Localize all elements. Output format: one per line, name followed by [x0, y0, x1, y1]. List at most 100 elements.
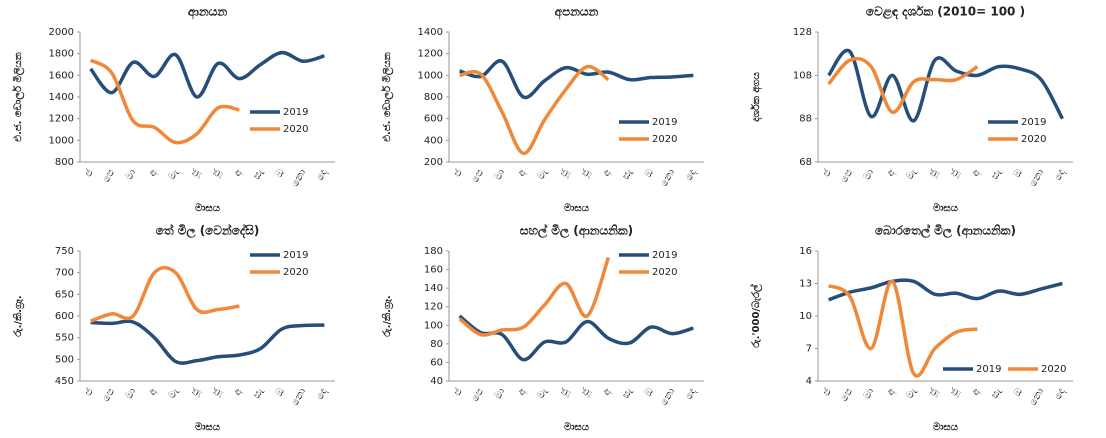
- x-tick-label: ඔ: [643, 167, 657, 179]
- y-tick-label: 60: [430, 357, 443, 368]
- x-tick-label: ජූ: [579, 167, 592, 179]
- x-tick-label: සැ: [251, 167, 266, 181]
- x-tick-label: අ: [601, 168, 614, 179]
- y-tick-label: 1000: [49, 135, 74, 146]
- y-tick-label: 4: [806, 376, 812, 387]
- y-axis-title: රු./කි.ග්‍රෑ.: [12, 295, 25, 336]
- y-tick-label: 100: [424, 320, 443, 331]
- y-axis-title: දර්ශක අගය: [749, 71, 763, 122]
- x-tick-label: දෙ: [314, 167, 329, 183]
- y-tick-label: 1000: [418, 70, 443, 81]
- y-tick-label: 160: [424, 265, 443, 276]
- x-tick-label: ජූ: [210, 386, 223, 398]
- series-line: [459, 59, 694, 100]
- x-tick-label: අ: [885, 168, 898, 179]
- legend-label: 2019: [283, 107, 308, 118]
- series-line: [827, 279, 978, 378]
- legend-label: 2020: [652, 267, 677, 278]
- x-tick-label: මා: [493, 387, 508, 402]
- x-tick-label: ජ: [452, 167, 465, 179]
- x-tick-label: නො: [1028, 168, 1047, 189]
- x-tick-label: නො: [1028, 387, 1047, 408]
- y-tick-label: 2000: [49, 27, 74, 38]
- y-tick-label: 16: [799, 246, 812, 257]
- series-line: [828, 278, 1063, 302]
- x-tick-label: අ: [147, 387, 160, 398]
- x-tick-label: පෙ: [470, 167, 486, 184]
- x-tick-label: මා: [862, 387, 877, 402]
- y-tick-label: 400: [424, 135, 443, 146]
- x-tick-label: ඔ: [274, 386, 288, 398]
- legend-label: 2019: [652, 250, 677, 261]
- x-tick-label: ජ: [821, 386, 834, 398]
- x-tick-label: මැ: [166, 167, 181, 181]
- y-tick-label: 10: [799, 311, 812, 322]
- x-tick-label: අ: [232, 387, 245, 398]
- y-tick-label: 1400: [49, 92, 74, 103]
- x-tick-label: නො: [290, 387, 309, 408]
- series-line: [89, 50, 325, 99]
- x-tick-label: අ: [516, 387, 529, 398]
- x-tick-label: අ: [516, 168, 529, 179]
- y-tick-label: 1200: [49, 114, 74, 125]
- legend-label: 2020: [1021, 134, 1046, 145]
- x-axis-title: මාසය: [195, 421, 221, 433]
- y-tick-label: 1600: [49, 70, 74, 81]
- y-tick-label: 600: [424, 114, 443, 125]
- x-tick-label: පෙ: [839, 167, 855, 184]
- x-tick-label: ජ: [452, 386, 465, 398]
- x-tick-label: මැ: [166, 386, 181, 400]
- x-tick-label: ජූ: [948, 167, 961, 179]
- legend-label: 2019: [652, 117, 677, 128]
- y-tick-label: 800: [55, 157, 74, 168]
- x-tick-label: ජූ: [558, 386, 571, 398]
- x-tick-label: ඔ: [643, 386, 657, 398]
- y-tick-label: 180: [424, 246, 443, 257]
- x-tick-label: ජූ: [189, 386, 202, 398]
- x-tick-label: මැ: [535, 386, 550, 400]
- x-tick-label: අ: [601, 387, 614, 398]
- x-tick-label: මා: [862, 168, 877, 183]
- x-tick-label: සැ: [251, 386, 266, 400]
- y-axis-title: එ.ජ. ඩොලර් මිලියන: [380, 52, 394, 141]
- chart-title: වෙළඳ දර්ශක (2010= 100 ): [866, 5, 1025, 21]
- x-tick-label: සැ: [620, 167, 635, 181]
- x-tick-label: මා: [124, 387, 139, 402]
- y-axis-title: රු./කි.ග්‍රෑ.: [381, 295, 394, 336]
- legend-label: 2019: [1021, 117, 1046, 128]
- x-tick-label: මා: [124, 168, 139, 183]
- x-tick-label: අ: [970, 168, 983, 179]
- x-tick-label: සැ: [620, 386, 635, 400]
- x-tick-label: ජූ: [189, 167, 202, 179]
- y-tick-label: 140: [424, 283, 443, 294]
- x-tick-label: ජ: [821, 167, 834, 179]
- x-tick-label: දෙ: [1052, 167, 1067, 183]
- x-tick-label: පෙ: [101, 167, 117, 184]
- x-tick-label: මැ: [535, 167, 550, 181]
- x-axis-title: මාසය: [933, 421, 959, 433]
- x-tick-label: අ: [232, 168, 245, 179]
- y-tick-label: 1800: [49, 49, 74, 60]
- y-tick-label: 68: [799, 157, 812, 168]
- chart-title: ආනයන: [188, 5, 227, 20]
- y-tick-label: 550: [55, 333, 74, 344]
- x-tick-label: දෙ: [683, 386, 698, 402]
- x-tick-label: සැ: [989, 386, 1004, 400]
- chart-title: සහල් මිල (ආනයනික): [520, 223, 633, 239]
- x-axis-title: මාසය: [564, 202, 590, 214]
- y-tick-label: 1400: [418, 27, 443, 38]
- x-tick-label: ජ: [83, 167, 96, 179]
- series-line: [458, 256, 611, 337]
- series-line: [827, 48, 1064, 123]
- x-tick-label: අ: [147, 168, 160, 179]
- x-axis-title: මාසය: [195, 202, 221, 214]
- x-tick-label: අ: [970, 387, 983, 398]
- x-tick-label: පෙ: [839, 386, 855, 403]
- x-tick-label: දෙ: [314, 386, 329, 402]
- legend-label: 2020: [652, 134, 677, 145]
- legend-label: 2020: [283, 124, 308, 135]
- series-line: [90, 319, 325, 365]
- x-tick-label: නො: [290, 168, 309, 189]
